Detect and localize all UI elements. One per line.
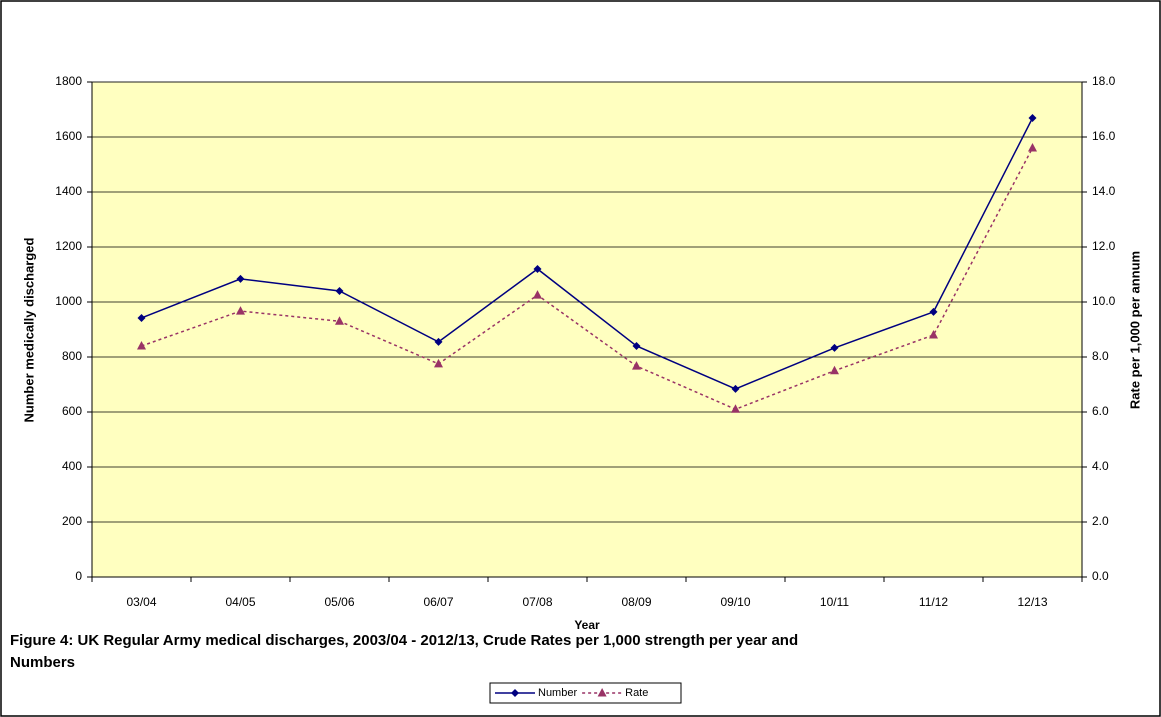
y2-tick-label: 14.0	[1092, 184, 1116, 198]
marker	[731, 404, 740, 413]
y2-tick-label: 18.0	[1092, 74, 1116, 88]
marker	[137, 341, 146, 350]
marker	[335, 287, 344, 295]
y-tick-label: 400	[62, 459, 82, 473]
marker	[929, 307, 938, 316]
marker	[533, 290, 542, 299]
legend-label: Number	[538, 687, 577, 699]
y2-tick-label: 8.0	[1092, 349, 1109, 363]
marker	[434, 358, 443, 368]
y-tick-label: 200	[62, 514, 82, 528]
y-tick-label: 1000	[55, 294, 82, 308]
y2-tick-label: 10.0	[1092, 294, 1116, 308]
series-line	[141, 147, 1034, 411]
marker	[632, 342, 641, 350]
y-tick-label: 1400	[55, 184, 82, 198]
y2-tick-label: 4.0	[1092, 459, 1109, 473]
y-tick-label: 1200	[55, 239, 82, 253]
y-tick-label: 1600	[55, 129, 82, 143]
marker	[731, 384, 740, 393]
y-axis-title: Number medically discharged	[21, 237, 36, 422]
plot-area	[91, 81, 1083, 578]
marker	[511, 689, 519, 697]
y-tick-label: 1800	[55, 74, 82, 88]
marker	[830, 365, 839, 375]
y-tick-label: 800	[62, 349, 82, 363]
x-tick-label: 12/13	[1017, 595, 1047, 609]
x-axis-title: Year	[574, 618, 600, 632]
y2-tick-label: 6.0	[1092, 404, 1109, 418]
y2-tick-label: 16.0	[1092, 129, 1116, 143]
y2-tick-label: 2.0	[1092, 514, 1109, 528]
x-tick-label: 06/07	[423, 595, 453, 609]
y2-tick-label: 12.0	[1092, 239, 1116, 253]
x-tick-label: 10/11	[820, 595, 849, 609]
series-line	[141, 117, 1034, 390]
marker	[236, 306, 245, 315]
marker	[632, 361, 641, 370]
caption: Figure 4: UK Regular Army medical discha…	[10, 632, 799, 671]
x-tick-label: 05/06	[324, 595, 354, 609]
marker	[1028, 143, 1037, 152]
x-tick-label: 09/10	[720, 595, 750, 609]
y-tick-label: 0	[75, 569, 82, 583]
marker	[137, 313, 146, 322]
marker	[533, 265, 542, 273]
marker	[434, 337, 443, 346]
x-tick-label: 04/05	[225, 595, 255, 609]
y-tick-label: 600	[62, 404, 82, 418]
legend-box	[489, 682, 682, 704]
marker	[929, 330, 938, 339]
x-tick-label: 08/09	[621, 595, 651, 609]
legend-label: Rate	[625, 687, 648, 699]
legend: Number Rate	[489, 682, 682, 704]
marker	[1028, 114, 1037, 123]
x-tick-label: 11/12	[919, 595, 948, 609]
y2-axis-title: Rate per 1,000 per annum	[1127, 251, 1142, 409]
x-tick-label: 03/04	[126, 595, 156, 609]
y2-tick-label: 0.0	[1092, 569, 1109, 583]
marker	[236, 274, 245, 283]
marker	[597, 688, 607, 697]
marker	[830, 343, 839, 352]
marker	[335, 316, 344, 325]
x-tick-label: 07/08	[522, 595, 552, 609]
